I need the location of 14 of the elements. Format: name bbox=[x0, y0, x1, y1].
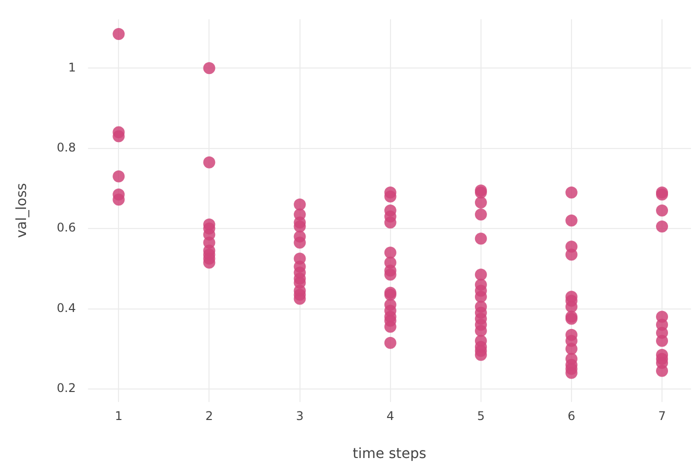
y-tick-label: 0.2 bbox=[56, 381, 76, 396]
x-tick-label: 2 bbox=[205, 409, 214, 424]
y-axis-title: val_loss bbox=[14, 183, 30, 238]
x-tick-label: 7 bbox=[658, 409, 666, 424]
x-tick-label: 6 bbox=[568, 409, 576, 424]
y-tick-label: 1 bbox=[68, 60, 76, 74]
y-tick-label: 0.8 bbox=[56, 140, 76, 154]
x-axis-title: time steps bbox=[352, 446, 426, 462]
x-tick-label: 5 bbox=[477, 409, 485, 424]
x-tick-label: 1 bbox=[114, 409, 122, 424]
x-tick-label: 3 bbox=[296, 409, 304, 424]
y-tick-label: 0.6 bbox=[56, 220, 76, 235]
x-tick-label: 4 bbox=[386, 409, 394, 424]
y-tick-label: 0.4 bbox=[56, 300, 76, 315]
